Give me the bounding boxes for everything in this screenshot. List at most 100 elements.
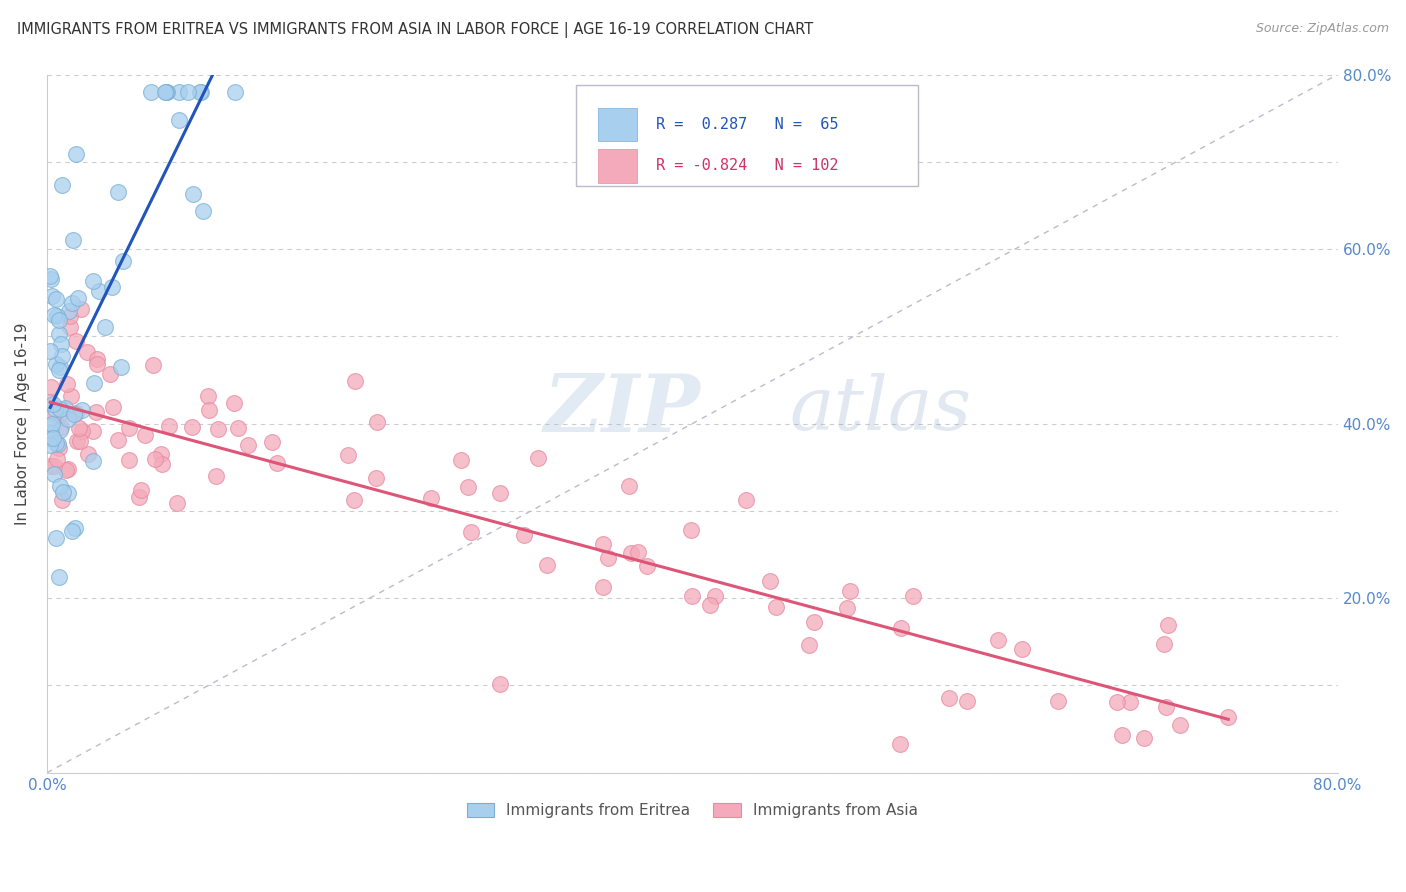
Point — [344, 374, 367, 388]
Point — [100, 280, 122, 294]
Point — [1105, 695, 1128, 709]
Point — [180, 419, 202, 434]
Point — [681, 589, 703, 603]
Point — [238, 437, 260, 451]
Point — [86, 352, 108, 367]
Point — [110, 359, 132, 374]
Point — [45, 357, 67, 371]
Point — [41, 425, 63, 440]
Point — [112, 253, 135, 268]
Point — [224, 396, 246, 410]
Point — [596, 550, 619, 565]
Point — [77, 447, 100, 461]
Point — [1156, 700, 1178, 714]
Point — [1132, 731, 1154, 746]
Point — [44, 407, 66, 421]
Point — [59, 389, 82, 403]
Point — [343, 493, 366, 508]
Point — [44, 459, 66, 474]
Point — [94, 320, 117, 334]
Y-axis label: In Labor Force | Age 16-19: In Labor Force | Age 16-19 — [15, 322, 31, 524]
Point — [166, 495, 188, 509]
Point — [69, 434, 91, 448]
Point — [197, 403, 219, 417]
Text: R =  0.287   N =  65: R = 0.287 N = 65 — [657, 117, 838, 132]
Point — [167, 85, 190, 99]
Text: Source: ZipAtlas.com: Source: ZipAtlas.com — [1256, 22, 1389, 36]
Point — [42, 467, 65, 481]
Point — [489, 486, 512, 500]
Point — [39, 344, 62, 359]
Point — [266, 456, 288, 470]
FancyBboxPatch shape — [598, 108, 637, 141]
Point — [42, 431, 65, 445]
Point — [51, 349, 73, 363]
Point — [52, 485, 75, 500]
Point — [58, 412, 80, 426]
Point — [107, 433, 129, 447]
Point — [142, 358, 165, 372]
Point — [191, 203, 214, 218]
Point — [699, 599, 721, 613]
Point — [536, 558, 558, 573]
Point — [83, 376, 105, 390]
Point — [627, 544, 650, 558]
Point — [364, 471, 387, 485]
Point — [420, 491, 443, 506]
Text: IMMIGRANTS FROM ERITREA VS IMMIGRANTS FROM ASIA IN LABOR FORCE | AGE 16-19 CORRE: IMMIGRANTS FROM ERITREA VS IMMIGRANTS FR… — [17, 22, 813, 38]
Point — [39, 395, 62, 409]
Point — [76, 344, 98, 359]
Point — [48, 569, 70, 583]
Point — [143, 452, 166, 467]
Point — [48, 407, 70, 421]
Point — [129, 483, 152, 497]
Text: R = -0.824   N = 102: R = -0.824 N = 102 — [657, 158, 838, 173]
Point — [149, 447, 172, 461]
Point — [49, 359, 72, 374]
Point — [157, 419, 180, 434]
Point — [183, 186, 205, 201]
Point — [69, 302, 91, 317]
Point — [489, 677, 512, 691]
FancyBboxPatch shape — [598, 149, 637, 183]
Point — [799, 638, 821, 652]
Point — [938, 690, 960, 705]
Point — [592, 580, 614, 594]
Text: ZIP: ZIP — [544, 371, 700, 449]
Point — [207, 422, 229, 436]
Point — [48, 423, 70, 437]
Point — [155, 85, 177, 99]
Point — [513, 528, 536, 542]
Point — [39, 438, 62, 452]
Point — [617, 479, 640, 493]
Point — [51, 492, 73, 507]
Point — [70, 402, 93, 417]
Point — [260, 434, 283, 449]
Point — [63, 407, 86, 421]
Point — [803, 615, 825, 629]
Point — [1156, 618, 1178, 632]
Point — [224, 85, 246, 99]
Point — [44, 308, 66, 322]
Point — [60, 524, 83, 539]
Point — [87, 284, 110, 298]
Text: atlas: atlas — [789, 374, 972, 446]
Point — [48, 362, 70, 376]
Point — [53, 401, 76, 416]
Point — [48, 327, 70, 342]
Point — [39, 458, 62, 473]
Point — [41, 289, 63, 303]
Point — [82, 274, 104, 288]
Point — [835, 600, 858, 615]
Point — [450, 453, 472, 467]
Point — [117, 453, 139, 467]
Point — [84, 405, 107, 419]
Point — [46, 309, 69, 323]
Point — [65, 521, 87, 535]
Point — [1011, 641, 1033, 656]
Point — [55, 462, 77, 476]
Point — [56, 462, 79, 476]
Point — [366, 415, 388, 429]
Point — [39, 432, 62, 446]
Point — [49, 402, 72, 417]
